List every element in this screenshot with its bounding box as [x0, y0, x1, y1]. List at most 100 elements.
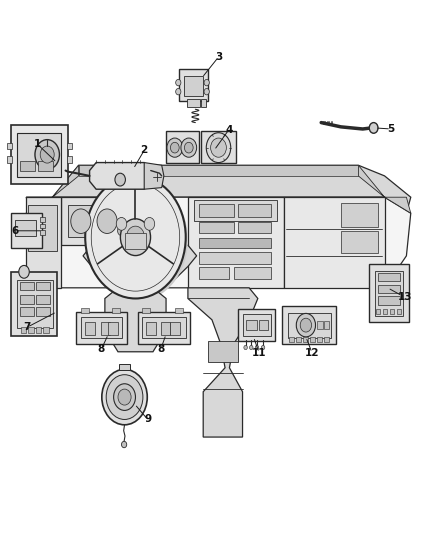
- Circle shape: [204, 88, 209, 95]
- Circle shape: [118, 226, 125, 236]
- Polygon shape: [358, 165, 411, 213]
- Bar: [317, 321, 323, 329]
- Circle shape: [115, 173, 125, 186]
- Circle shape: [19, 265, 29, 278]
- Bar: [20, 282, 34, 290]
- Bar: [40, 224, 45, 228]
- Bar: [36, 307, 50, 316]
- Circle shape: [118, 218, 125, 228]
- Bar: [259, 320, 268, 330]
- Polygon shape: [76, 312, 127, 344]
- Circle shape: [121, 441, 127, 448]
- Bar: [36, 282, 50, 290]
- Polygon shape: [90, 163, 151, 189]
- Polygon shape: [81, 317, 122, 338]
- Text: 13: 13: [398, 293, 413, 302]
- Bar: [199, 267, 229, 279]
- Bar: [378, 273, 400, 281]
- Polygon shape: [184, 76, 203, 96]
- Bar: [20, 307, 34, 316]
- Bar: [317, 337, 322, 342]
- Bar: [296, 337, 301, 342]
- Polygon shape: [11, 213, 42, 248]
- Circle shape: [184, 142, 193, 153]
- Text: 1: 1: [34, 139, 41, 149]
- Bar: [15, 220, 36, 236]
- Polygon shape: [79, 165, 358, 176]
- Bar: [324, 337, 329, 342]
- Bar: [390, 309, 394, 314]
- Polygon shape: [105, 288, 166, 352]
- Polygon shape: [284, 197, 385, 288]
- Bar: [378, 285, 400, 293]
- Bar: [125, 233, 146, 249]
- Bar: [40, 217, 45, 222]
- Circle shape: [255, 345, 259, 350]
- Polygon shape: [26, 197, 411, 288]
- Bar: [199, 204, 234, 217]
- Polygon shape: [11, 272, 57, 336]
- Polygon shape: [238, 309, 275, 341]
- Bar: [112, 308, 120, 313]
- Circle shape: [300, 318, 312, 332]
- Polygon shape: [83, 245, 197, 288]
- Bar: [101, 322, 110, 335]
- Bar: [170, 322, 180, 335]
- Circle shape: [181, 138, 197, 157]
- Polygon shape: [194, 200, 277, 221]
- Bar: [303, 337, 308, 342]
- Circle shape: [118, 389, 131, 405]
- Polygon shape: [26, 165, 411, 213]
- Bar: [20, 161, 35, 171]
- Bar: [238, 204, 271, 217]
- Bar: [7, 143, 12, 149]
- Text: 3: 3: [215, 52, 222, 62]
- Bar: [201, 99, 206, 107]
- Bar: [199, 222, 234, 233]
- Text: 8: 8: [157, 344, 164, 354]
- Circle shape: [206, 133, 231, 163]
- Text: 5: 5: [388, 124, 395, 134]
- Bar: [310, 337, 315, 342]
- Polygon shape: [179, 69, 208, 101]
- Bar: [7, 156, 12, 163]
- Polygon shape: [188, 197, 284, 288]
- Bar: [28, 205, 57, 251]
- Circle shape: [176, 79, 181, 86]
- Circle shape: [369, 123, 378, 133]
- Bar: [187, 99, 200, 107]
- Circle shape: [35, 140, 59, 169]
- Bar: [36, 295, 50, 304]
- Polygon shape: [138, 312, 190, 344]
- Bar: [146, 322, 156, 335]
- Bar: [40, 230, 45, 235]
- Polygon shape: [68, 205, 125, 237]
- Bar: [142, 308, 150, 313]
- Polygon shape: [17, 133, 61, 177]
- Circle shape: [170, 142, 179, 153]
- Text: 8: 8: [98, 344, 105, 354]
- Bar: [21, 327, 26, 333]
- Circle shape: [85, 176, 186, 298]
- Polygon shape: [26, 165, 79, 213]
- Circle shape: [296, 313, 316, 337]
- Bar: [238, 222, 271, 233]
- Bar: [383, 309, 387, 314]
- Polygon shape: [375, 271, 403, 316]
- Circle shape: [71, 209, 91, 233]
- Circle shape: [176, 88, 181, 95]
- Text: 6: 6: [12, 226, 19, 236]
- Bar: [376, 309, 380, 314]
- Text: 7: 7: [24, 322, 31, 332]
- Bar: [199, 252, 271, 264]
- Polygon shape: [208, 341, 238, 362]
- Bar: [175, 308, 183, 313]
- Bar: [324, 321, 329, 329]
- Circle shape: [126, 226, 145, 248]
- Bar: [81, 308, 89, 313]
- Polygon shape: [288, 313, 331, 338]
- Polygon shape: [166, 131, 199, 163]
- Polygon shape: [17, 280, 53, 328]
- Bar: [67, 156, 72, 163]
- Polygon shape: [201, 131, 236, 163]
